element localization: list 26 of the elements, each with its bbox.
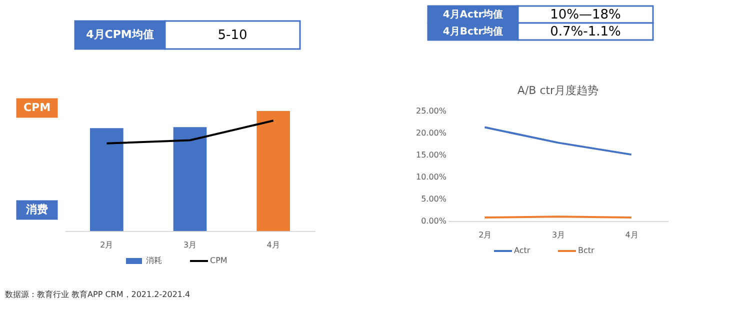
text: 消费 [25, 203, 48, 216]
text: CPM [23, 101, 51, 114]
legend-label: CPM [210, 256, 228, 265]
y-tick-label: 20.00% [416, 128, 447, 138]
text: 0.7%-1.1% [550, 24, 621, 40]
text: 5-10 [218, 28, 248, 43]
y-tick-label: 10.00% [416, 172, 447, 182]
x-tick-label: 3月 [183, 240, 197, 250]
legend-label: Bctr [578, 246, 596, 255]
chart-title: A/B ctr月度趋势 [517, 84, 599, 97]
legend-label: 消耗 [146, 256, 162, 265]
x-tick-label: 2月 [100, 240, 114, 250]
x-tick-label: 4月 [625, 230, 638, 240]
x-tick-label: 3月 [552, 230, 566, 240]
text: 4月CPM均值 [86, 28, 154, 41]
y-tick-label: 15.00% [416, 150, 447, 160]
text: 10%—18% [550, 8, 621, 22]
x-tick-label: 4月 [266, 240, 280, 250]
y-tick-label: 0.00% [421, 216, 447, 226]
text: 数据源：教育行业 教育APP CRM，2021.2-2021.4 [5, 290, 190, 299]
legend-label: Actr [514, 246, 531, 255]
text: 4月Bctr均值 [442, 26, 504, 38]
x-tick-label: 2月 [478, 230, 492, 240]
y-tick-label: 5.00% [421, 194, 447, 204]
text: 4月Actr均值 [442, 8, 504, 20]
y-tick-label: 25.00% [416, 106, 447, 116]
